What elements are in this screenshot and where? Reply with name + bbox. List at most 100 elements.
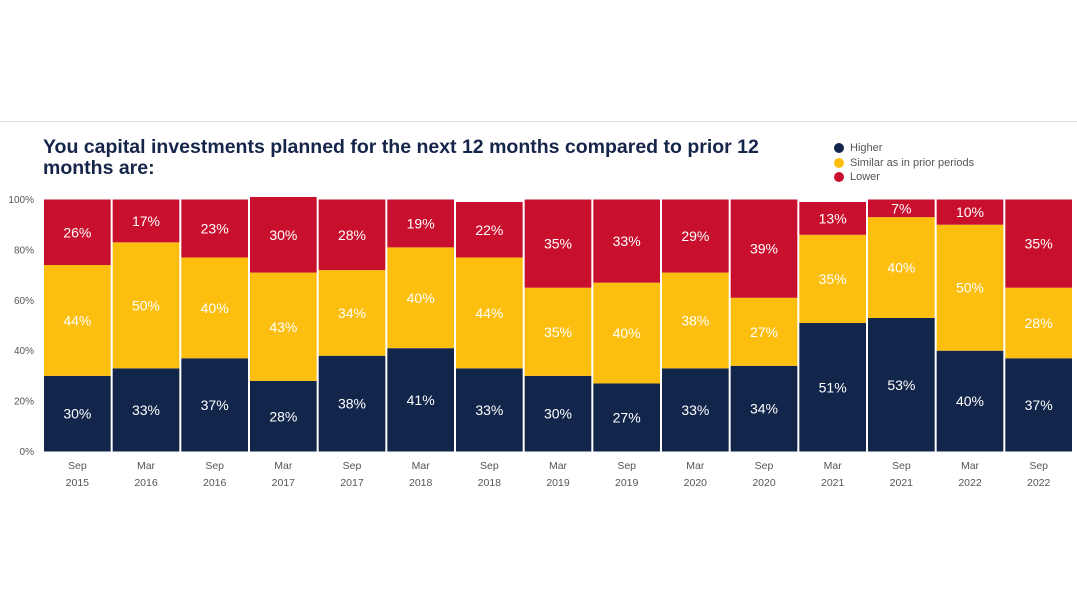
x-tick-label-period: Sep	[68, 460, 87, 472]
data-label: 27%	[613, 410, 641, 426]
bar-segment-higher	[181, 358, 248, 452]
data-label: 51%	[819, 379, 847, 395]
bar-segment-higher	[936, 350, 1004, 452]
bar-segment-higher	[44, 375, 111, 452]
data-label: 7%	[891, 200, 911, 216]
bar-segment-similar	[936, 224, 1004, 351]
legend-item-similar: Similar as in prior periods	[834, 156, 974, 171]
data-label: 35%	[544, 324, 572, 340]
bar-segment-higher	[250, 380, 317, 452]
legend-label-higher: Higher	[850, 142, 883, 154]
data-label: 44%	[475, 305, 503, 321]
legend-item-lower: Lower	[834, 170, 974, 185]
bar-segment-lower	[318, 199, 386, 271]
data-label: 33%	[681, 402, 709, 418]
data-label: 28%	[1025, 315, 1053, 331]
data-label: 30%	[269, 227, 297, 243]
data-label: 38%	[681, 313, 709, 329]
x-tick-label-period: Mar	[824, 460, 843, 472]
data-label: 44%	[63, 313, 91, 329]
x-tick-label-year: 2022	[958, 477, 982, 489]
x-tick-label-year: 2021	[821, 477, 845, 489]
data-label: 40%	[887, 260, 915, 276]
data-label: 40%	[201, 300, 229, 316]
bar-segment-similar	[1005, 287, 1072, 359]
y-tick-label: 0%	[20, 447, 35, 458]
data-label: 27%	[750, 324, 778, 340]
x-tick-label-period: Mar	[274, 460, 293, 472]
data-label: 37%	[1025, 397, 1053, 413]
bar-segment-lower	[730, 199, 798, 298]
data-label: 33%	[132, 402, 160, 418]
data-label: 43%	[269, 319, 297, 335]
data-label: 34%	[750, 401, 778, 417]
bar-segment-lower	[250, 196, 317, 273]
bar-segment-higher	[662, 368, 729, 452]
data-label: 33%	[613, 233, 641, 249]
y-tick-label: 80%	[14, 245, 34, 256]
data-label: 35%	[544, 236, 572, 252]
x-tick-label-year: 2020	[684, 477, 708, 489]
x-tick-label-period: Mar	[961, 460, 980, 472]
chart-title: You capital investments planned for the …	[43, 136, 759, 179]
y-tick-label: 20%	[14, 397, 34, 408]
x-tick-label-year: 2018	[478, 477, 502, 489]
data-label: 26%	[63, 224, 91, 240]
bar-segment-similar	[593, 282, 660, 384]
bar-segment-lower	[799, 202, 866, 235]
x-tick-label-period: Mar	[549, 460, 568, 472]
data-label: 19%	[407, 215, 435, 231]
x-tick-label-year: 2017	[272, 477, 296, 489]
legend-dot-higher-icon	[834, 143, 844, 154]
x-tick-label-year: 2018	[409, 477, 433, 489]
data-label: 35%	[1025, 236, 1053, 252]
bar-segment-higher	[524, 375, 592, 452]
data-label: 29%	[681, 228, 709, 244]
x-tick-label-period: Sep	[343, 460, 362, 472]
bar-segment-lower	[524, 199, 592, 288]
data-label: 38%	[338, 396, 366, 412]
x-tick-label-year: 2019	[546, 477, 570, 489]
bar-segment-similar	[730, 297, 798, 366]
data-label: 30%	[544, 406, 572, 422]
bar-segment-similar	[799, 234, 866, 323]
x-tick-label-period: Mar	[686, 460, 705, 472]
bar-segment-lower	[593, 199, 660, 283]
x-tick-label-period: Sep	[480, 460, 499, 472]
data-label: 41%	[407, 392, 435, 408]
bar-segment-higher	[387, 348, 454, 452]
y-tick-label: 40%	[14, 346, 34, 357]
y-tick-label: 60%	[14, 296, 34, 307]
bar-segment-lower	[44, 199, 111, 266]
data-label: 50%	[132, 297, 160, 313]
legend-item-higher: Higher	[834, 141, 974, 156]
x-tick-label-year: 2017	[340, 477, 364, 489]
bar-segment-lower	[936, 199, 1004, 225]
bar-segment-similar	[868, 217, 935, 318]
x-tick-label-year: 2015	[66, 477, 90, 489]
data-label: 33%	[475, 402, 503, 418]
data-label: 28%	[338, 227, 366, 243]
legend: Higher Similar as in prior periods Lower	[834, 141, 974, 185]
top-divider	[0, 121, 1077, 122]
bar-segment-higher	[730, 365, 798, 452]
x-tick-label-year: 2022	[1027, 477, 1051, 489]
x-tick-label-period: Sep	[755, 460, 774, 472]
x-tick-label-period: Mar	[412, 460, 431, 472]
data-label: 39%	[750, 241, 778, 257]
bar-segment-similar	[524, 287, 592, 376]
bar-segment-lower	[1005, 199, 1072, 288]
bar-segment-higher	[1005, 358, 1072, 452]
x-tick-label-period: Sep	[892, 460, 911, 472]
bar-segment-higher	[112, 368, 180, 452]
bar-segment-higher	[799, 322, 866, 452]
bar-segment-lower	[456, 202, 523, 258]
bar-segment-lower	[112, 199, 180, 243]
data-label: 35%	[819, 271, 847, 287]
bar-segment-similar	[112, 242, 180, 369]
data-label: 13%	[819, 210, 847, 226]
x-tick-label-period: Sep	[1029, 460, 1048, 472]
data-label: 34%	[338, 305, 366, 321]
data-label: 53%	[887, 377, 915, 393]
bar-segment-higher	[456, 368, 523, 452]
